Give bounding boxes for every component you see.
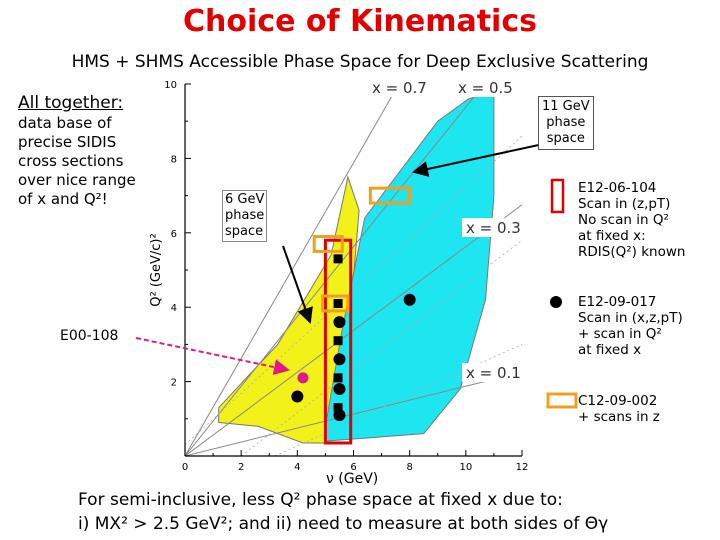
summary-line: over nice range xyxy=(18,171,136,189)
e12-06-104-legend-marker xyxy=(550,178,565,214)
six-gev-label: 6 GeV phase space xyxy=(222,190,268,242)
y-tick-label: 6 xyxy=(171,229,177,240)
exp-line: E12-09-017 xyxy=(578,294,657,310)
y-tick-label: 8 xyxy=(171,154,177,165)
exp-line: C12-09-002 xyxy=(578,393,658,409)
x-tick-label: 10 xyxy=(459,462,472,473)
x-tick-label: 4 xyxy=(294,462,300,473)
e12-09-017-point xyxy=(291,390,304,403)
summary-line: cross sections xyxy=(18,152,124,170)
y-tick-label: 10 xyxy=(164,80,177,91)
eleven-gev-line: 11 GeV xyxy=(542,99,590,114)
summary-line: data base of xyxy=(18,114,112,132)
guide-line xyxy=(240,239,522,456)
guide-line xyxy=(185,135,522,446)
constant-x-line xyxy=(185,84,400,456)
bottom-line-2: i) MX² > 2.5 GeV²; and ii) need to measu… xyxy=(78,514,609,534)
summary-box: All together: data base of precise SIDIS… xyxy=(18,92,160,209)
e12-06-104-point xyxy=(333,336,343,346)
c12-09-002-box xyxy=(368,186,412,205)
exp-line: at fixed x xyxy=(578,342,642,358)
e12-09-017-point xyxy=(333,353,346,366)
slide-title: Choice of Kinematics xyxy=(183,4,537,39)
e12-06-104-point xyxy=(333,298,343,308)
e12-09-017-legend-marker xyxy=(550,296,562,308)
x-axis-label: ν (GeV) xyxy=(326,471,378,487)
bottom-notes: For semi-inclusive, less Q² phase space … xyxy=(78,488,718,536)
x-line-label-bg xyxy=(462,218,524,237)
summary-line: precise SIDIS xyxy=(18,133,117,151)
x-tick-label: 2 xyxy=(238,462,244,473)
e12-06-104-point xyxy=(333,373,343,383)
x-line-label: x = 0.7 xyxy=(372,79,427,97)
exp-line: at fixed x: xyxy=(578,228,646,244)
e12-09-017-point xyxy=(333,383,346,396)
x-line-label-bg xyxy=(454,78,516,97)
e12-09-017-point xyxy=(333,316,346,329)
e12-06-104-box xyxy=(323,238,353,445)
constant-x-line xyxy=(185,84,486,456)
eleven-gev-region xyxy=(324,90,495,442)
exp-line: + scan in Q² xyxy=(578,326,662,342)
c12-09-002-box xyxy=(321,294,350,313)
exp-line: E12-06-104 xyxy=(578,180,657,196)
summary-heading: All together: xyxy=(18,93,124,113)
c12-09-002-legend-marker xyxy=(546,392,578,409)
eleven-gev-line: phase xyxy=(546,115,586,130)
e12-06-104-point xyxy=(333,403,343,413)
six-gev-arrow xyxy=(282,245,313,324)
y-tick-label: 2 xyxy=(171,378,177,389)
x-tick-label: 0 xyxy=(182,462,188,473)
constant-x-line xyxy=(185,204,522,456)
e00-108-arrow xyxy=(135,337,290,375)
eleven-gev-arrow xyxy=(412,142,549,177)
e12-09-017-text: E12-09-017 Scan in (x,z,pT) + scan in Q²… xyxy=(578,294,683,358)
x-line-label: x = 0.1 xyxy=(466,364,521,382)
x-line-label-bg xyxy=(462,363,524,382)
exp-line: Scan in (z,pT) xyxy=(578,196,671,212)
e12-06-104-point xyxy=(333,254,343,264)
bottom-line-1: For semi-inclusive, less Q² phase space … xyxy=(78,490,563,510)
y-tick-label: 4 xyxy=(171,303,177,314)
constant-x-line xyxy=(185,371,522,456)
x-tick-label: 6 xyxy=(350,462,356,473)
c12-09-002-text: C12-09-002 + scans in z xyxy=(578,393,660,425)
six-gev-line: phase xyxy=(225,208,265,223)
x-tick-label: 8 xyxy=(406,462,412,473)
exp-line: RDIS(Q²) known xyxy=(578,244,686,260)
six-gev-line: space xyxy=(225,224,264,239)
six-gev-line: 6 GeV xyxy=(225,192,265,207)
slide-subtitle: HMS + SHMS Accessible Phase Space for De… xyxy=(71,52,649,72)
summary-line: of x and Q²! xyxy=(18,190,108,208)
x-line-label-bg xyxy=(368,78,430,97)
exp-line: Scan in (x,z,pT) xyxy=(578,310,683,326)
c12-09-002-box xyxy=(312,235,344,253)
exp-line: + scans in z xyxy=(578,409,660,425)
e12-06-104-text: E12-06-104 Scan in (z,pT) No scan in Q² … xyxy=(578,180,685,260)
e12-09-017-point xyxy=(403,293,416,306)
y-axis-label: Q² (GeV/c)² xyxy=(149,233,164,306)
e00-108-point xyxy=(297,372,309,384)
eleven-gev-label: 11 GeV phase space xyxy=(538,96,594,150)
eleven-gev-line: space xyxy=(546,131,585,146)
x-tick-label: 12 xyxy=(516,462,529,473)
x-line-label: x = 0.3 xyxy=(466,219,521,237)
x-line-label: x = 0.5 xyxy=(458,79,513,97)
exp-line: No scan in Q² xyxy=(578,212,669,228)
e00-108-label: E00-108 xyxy=(60,328,119,344)
